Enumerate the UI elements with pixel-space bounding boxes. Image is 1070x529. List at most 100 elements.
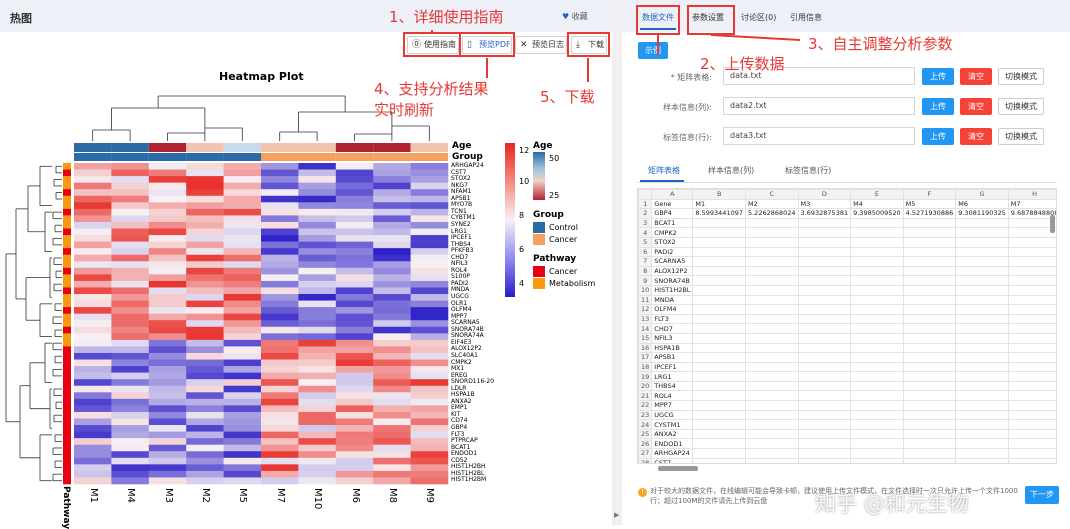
subtab-matrix[interactable]: 矩阵表格 (648, 166, 680, 175)
next-step-button[interactable]: 下一步 (1025, 486, 1059, 504)
scrollbar-arrow-icon[interactable]: ▶ (614, 511, 620, 519)
subtab-sample-info[interactable]: 样本信息(列) (708, 166, 755, 175)
heatmap-cell (74, 294, 112, 301)
data-grid[interactable]: ABCDEFGHI1GeneM1M2M3M4M5M6M7M82GBP48.599… (637, 188, 1057, 464)
heatmap-cell (335, 215, 374, 223)
sample-switch-button[interactable]: 切换模式 (998, 98, 1044, 115)
heatmap-cell (223, 431, 262, 439)
heatmap-cell (261, 280, 299, 288)
matrix-upload-button[interactable]: 上传 (922, 68, 954, 85)
heatmap-cell (335, 169, 374, 177)
matrix-clear-button[interactable]: 清空 (960, 68, 992, 85)
heatmap-cell (111, 339, 150, 347)
row-label: SCARNA5 (451, 319, 480, 327)
heatmap-cell (335, 451, 374, 459)
heatmap-cell (410, 169, 449, 177)
label-switch-button[interactable]: 切换模式 (998, 128, 1044, 145)
heatmap-cell (186, 339, 224, 347)
pathway-annotation-cell (63, 431, 71, 439)
heatmap-cell (373, 346, 411, 354)
heatmap-cell (373, 221, 411, 229)
heatmap-cell (410, 464, 449, 472)
subtab-label-info[interactable]: 标签信息(行) (785, 166, 832, 175)
matrix-file-input[interactable]: data.txt (723, 67, 915, 85)
heatmap-cell (298, 470, 337, 478)
heatmap-cell (74, 405, 112, 413)
heatmap-cell (298, 326, 337, 334)
heatmap-cell (373, 195, 411, 203)
heatmap-cell (223, 241, 262, 249)
heatmap-cell (298, 411, 337, 419)
matrix-switch-button[interactable]: 切换模式 (998, 68, 1044, 85)
pathway-annotation-cell (63, 470, 71, 478)
grid-hscrollbar[interactable] (658, 466, 698, 471)
row-label: SNORA74A (451, 332, 484, 340)
heatmap-cell (186, 294, 224, 301)
heatmap-cell (74, 438, 112, 445)
pathway-annotation-cell (63, 477, 71, 485)
heatmap-cell (74, 228, 112, 236)
favorite-button[interactable]: ♥ 收藏 (562, 11, 588, 22)
row-label: CHD7 (451, 253, 469, 261)
pathway-cancer-label: Cancer (549, 267, 578, 276)
heatmap-cell (186, 307, 224, 314)
preview-pdf-button[interactable]: ▯ 预览PDF (462, 36, 512, 54)
row-label: KIT (451, 410, 461, 418)
age-annotation-cell (261, 143, 299, 152)
row-label: CD74 (451, 417, 468, 425)
panel-header (0, 0, 612, 32)
age-annotation-cell (186, 143, 224, 152)
heatmap-cell (223, 405, 262, 413)
grid-row-header[interactable]: 28 (638, 457, 653, 463)
tab-data-file[interactable]: 数据文件 (642, 13, 674, 22)
tab-citation[interactable]: 引用信息 (790, 13, 822, 22)
heatmap-cell (410, 392, 449, 400)
heatmap-cell (223, 176, 262, 183)
heatmap-cell (410, 379, 449, 387)
heatmap-cell (74, 235, 112, 242)
heatmap-cell (335, 267, 374, 275)
heatmap-cell (335, 457, 374, 465)
heatmap-cell (148, 182, 187, 190)
tab-parameters[interactable]: 参数设置 (692, 13, 724, 22)
heatmap-cell (74, 267, 112, 275)
heatmap-cell (261, 261, 299, 269)
sample-upload-button[interactable]: 上传 (922, 98, 954, 115)
sample-clear-button[interactable]: 清空 (960, 98, 992, 115)
heatmap-cell (186, 274, 224, 282)
heatmap-cell (261, 274, 299, 282)
heatmap-cell (186, 359, 224, 367)
grid-cell[interactable]: CST7 (651, 457, 694, 463)
heatmap-cell (111, 392, 150, 400)
row-label: NFIL3 (451, 260, 468, 268)
heatmap-cell (298, 228, 337, 236)
grid-cell[interactable] (1007, 457, 1056, 463)
heatmap-cell (148, 451, 187, 459)
subtab-divider (637, 182, 1057, 183)
grid-vscrollbar[interactable] (1050, 215, 1055, 233)
sample-info-file-input[interactable]: data2.txt (723, 97, 915, 115)
example-button[interactable]: 示例 (638, 42, 668, 59)
tab-discussion[interactable]: 讨论区(0) (741, 13, 777, 22)
heatmap-cell (148, 307, 187, 314)
row-label: PTPRCAP (451, 437, 478, 445)
heatmap-cell (373, 169, 411, 177)
preview-log-button[interactable]: ✕ 预览日志 (515, 36, 567, 54)
heatmap-cell (335, 352, 374, 360)
label-info-file-input[interactable]: data3.txt (723, 127, 915, 145)
guide-button[interactable]: ⓪ 使用指南 (407, 36, 459, 54)
heatmap-cell (148, 470, 187, 478)
heatmap-cell (186, 241, 224, 249)
table-row: 8 ALOX12P2 (638, 265, 1056, 277)
colorbar (505, 143, 515, 297)
heatmap-cell (186, 477, 224, 485)
download-button[interactable]: ⤓ 下载 (571, 36, 607, 54)
heatmap-cell (111, 431, 150, 439)
heatmap-cell (74, 287, 112, 295)
group-control-swatch (533, 222, 545, 233)
table-row: 12 OLFM4 (638, 304, 1056, 315)
heatmap-cell (111, 221, 150, 229)
label-upload-button[interactable]: 上传 (922, 128, 954, 145)
heatmap-cell (148, 346, 187, 354)
label-clear-button[interactable]: 清空 (960, 128, 992, 145)
